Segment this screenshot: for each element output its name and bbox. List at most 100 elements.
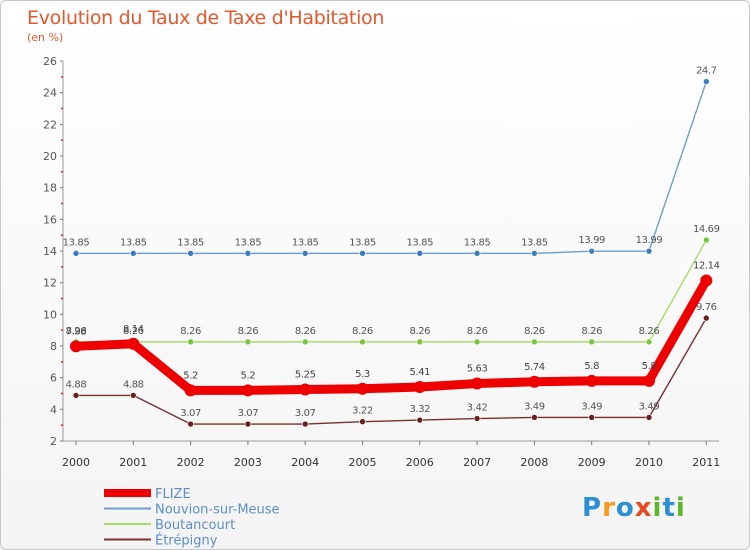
data-label: 8.26 (581, 326, 602, 337)
logo-letter: i (652, 493, 663, 523)
data-label: 3.32 (409, 404, 430, 415)
data-label: 13.99 (578, 235, 605, 246)
data-point (473, 338, 481, 346)
data-label: 3.42 (467, 403, 488, 414)
y-tick-label: 22 (43, 118, 57, 131)
y-tick-label: 8 (50, 340, 57, 353)
data-point (702, 236, 710, 244)
data-label: 13.85 (63, 237, 90, 248)
data-point (359, 418, 366, 425)
x-tick-label: 2009 (578, 456, 606, 469)
data-point (531, 250, 538, 257)
data-point (473, 415, 481, 422)
data-label: 8.26 (467, 326, 488, 337)
data-point (187, 250, 194, 257)
data-label: 5.2 (183, 370, 198, 381)
x-tick-label: 2002 (177, 456, 205, 469)
y-tick-label: 12 (43, 277, 57, 290)
data-point (645, 338, 653, 346)
data-point (416, 416, 424, 424)
x-tick-label: 2011 (692, 456, 720, 469)
data-label: 13.85 (406, 237, 433, 248)
data-point (301, 250, 309, 257)
data-point (588, 338, 596, 346)
data-point (127, 337, 140, 350)
y-tick-label: 6 (50, 372, 57, 385)
data-point (531, 414, 538, 421)
data-label: 8.26 (66, 326, 87, 337)
series--tr-pigny (72, 314, 710, 428)
data-point (585, 374, 598, 387)
y-tick-label: 24 (43, 87, 57, 100)
series-line (75, 239, 707, 343)
data-label: 13.99 (636, 235, 663, 246)
data-point (187, 420, 194, 428)
data-point (72, 392, 80, 399)
data-point (72, 250, 80, 257)
x-tick-label: 2004 (291, 456, 319, 469)
data-point (299, 383, 312, 396)
data-label: 5.8 (584, 361, 599, 372)
chart-title: Evolution du Taux de Taxe d'Habitation (27, 7, 385, 29)
data-label: 4.88 (123, 379, 144, 390)
data-point (356, 382, 369, 395)
data-label: 3.49 (639, 401, 660, 412)
data-label: 13.85 (177, 237, 204, 248)
data-label: 8.26 (123, 326, 144, 337)
data-point (301, 338, 309, 346)
data-label: 8.14 (123, 324, 144, 335)
data-label: 3.07 (295, 408, 316, 419)
logo-letter: r (602, 493, 616, 523)
y-tick-label: 2 (50, 435, 57, 448)
data-point (531, 338, 538, 346)
data-point (702, 78, 710, 85)
x-tick-label: 2005 (349, 456, 377, 469)
data-label: 24.7 (696, 66, 717, 77)
logo-letter: o (615, 493, 635, 523)
data-point (473, 250, 481, 257)
data-point (702, 314, 710, 322)
series-line (75, 317, 707, 425)
data-label: 13.85 (464, 237, 491, 248)
data-label: 13.85 (521, 237, 548, 248)
x-tick-label: 2010 (635, 456, 663, 469)
data-label: 8.26 (639, 326, 660, 337)
data-point (588, 247, 596, 255)
data-label: 8.26 (352, 326, 373, 337)
logo-letter: x (634, 493, 653, 523)
data-label: 5.25 (295, 370, 316, 381)
data-point (130, 250, 137, 257)
data-label: 8.26 (524, 326, 545, 337)
data-point (643, 374, 655, 387)
logo-letter: i (675, 493, 686, 523)
data-point (413, 381, 426, 394)
data-label: 8.26 (295, 326, 316, 337)
data-point (359, 338, 366, 346)
data-label: 9.76 (696, 302, 717, 313)
y-tick-label: 10 (43, 308, 57, 321)
x-tick-label: 2008 (520, 456, 548, 469)
y-tick-label: 4 (50, 403, 57, 416)
data-point (416, 338, 424, 346)
data-label: 3.22 (352, 406, 373, 417)
series-flize (70, 274, 713, 397)
data-label: 5.63 (467, 364, 488, 375)
data-point (244, 250, 252, 257)
x-tick-label: 2007 (463, 456, 491, 469)
data-label: 13.85 (349, 237, 376, 248)
data-label: 8.26 (238, 326, 259, 337)
x-tick-label: 2003 (234, 456, 262, 469)
x-tick-label: 2001 (119, 456, 147, 469)
data-point (187, 338, 194, 346)
data-label: 13.85 (292, 237, 319, 248)
data-label: 7.98 (66, 326, 87, 337)
data-label: 3.49 (581, 401, 602, 412)
data-label: 3.49 (524, 401, 545, 412)
logo-letter: P (582, 493, 603, 523)
data-label: 13.85 (120, 237, 147, 248)
data-point (301, 420, 309, 428)
y-tick-label: 20 (43, 150, 57, 163)
